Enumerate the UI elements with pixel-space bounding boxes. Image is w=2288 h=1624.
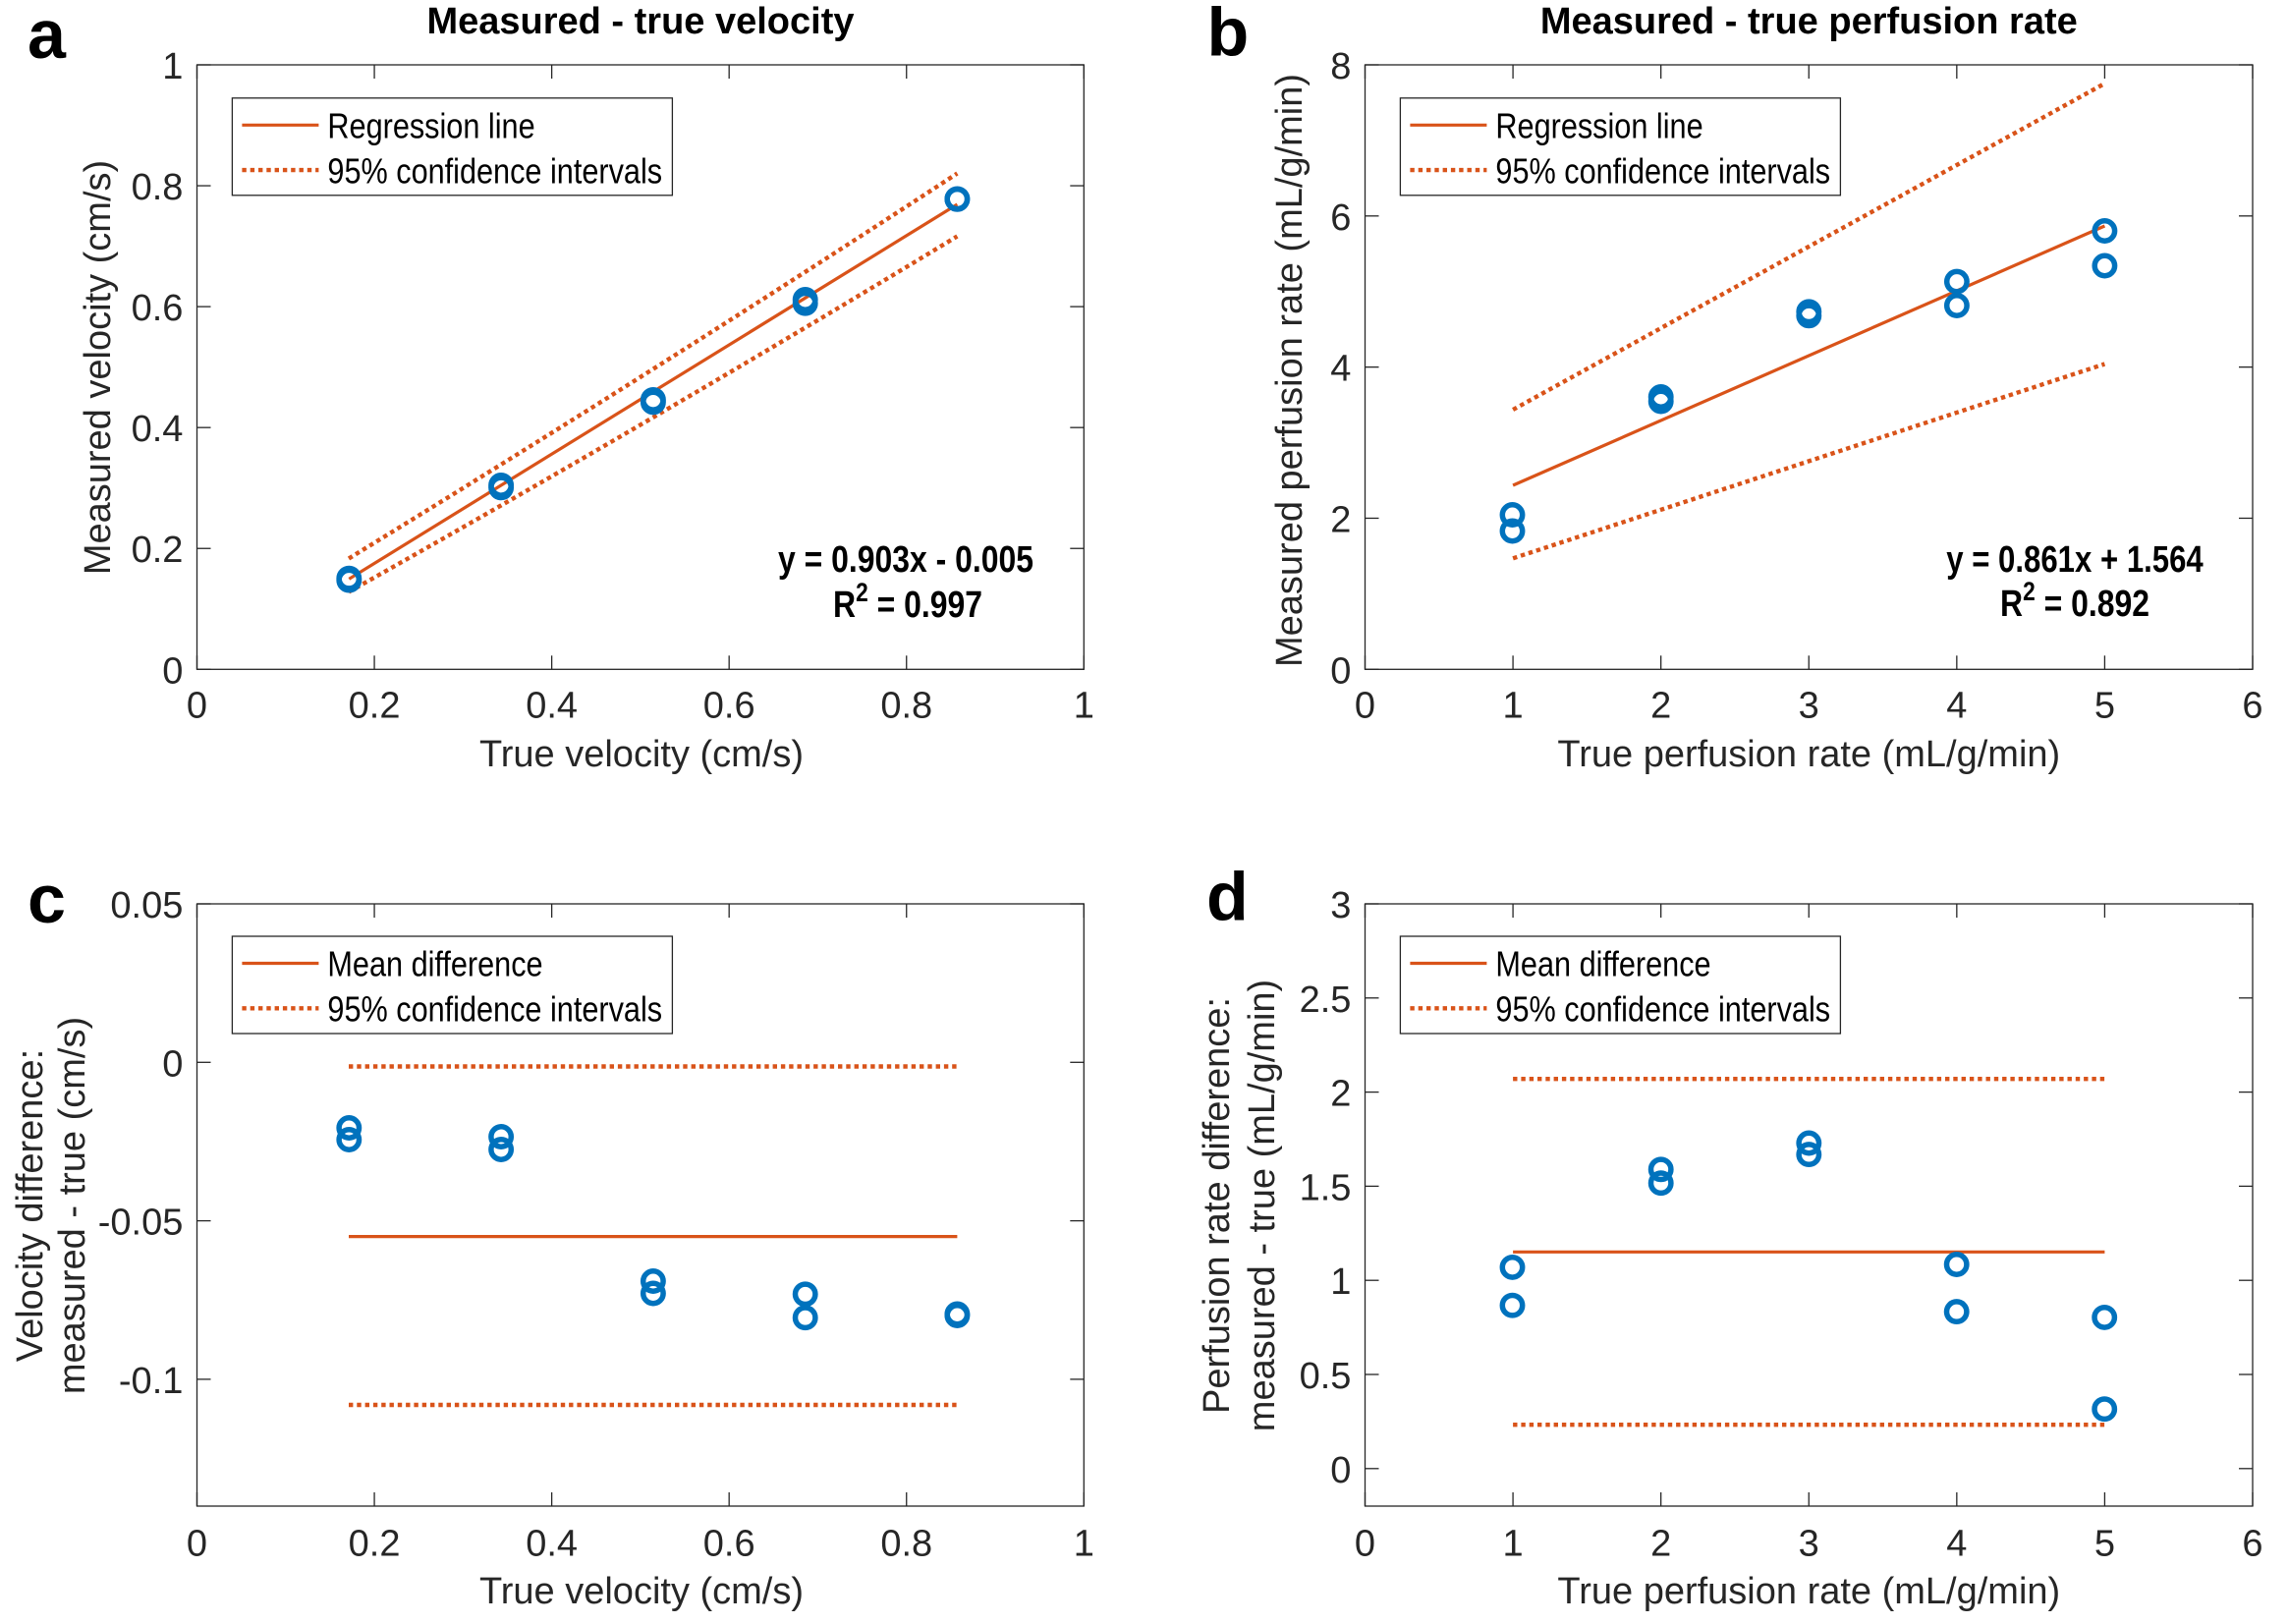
svg-text:y = 0.903x - 0.005: y = 0.903x - 0.005 xyxy=(778,538,1033,580)
svg-text:0: 0 xyxy=(1355,686,1375,727)
svg-text:4: 4 xyxy=(1946,1524,1967,1565)
svg-text:1: 1 xyxy=(1503,1524,1524,1565)
svg-text:2: 2 xyxy=(1330,499,1351,540)
svg-text:0: 0 xyxy=(162,1043,183,1085)
svg-text:b: b xyxy=(1207,0,1250,71)
svg-text:0: 0 xyxy=(1330,1450,1351,1491)
svg-text:Regression line: Regression line xyxy=(327,106,534,146)
svg-text:Perfusion rate difference:: Perfusion rate difference: xyxy=(1197,997,1238,1414)
svg-text:y = 0.861x + 1.564: y = 0.861x + 1.564 xyxy=(1946,539,2204,581)
svg-text:95% confidence intervals: 95% confidence intervals xyxy=(327,151,662,192)
svg-text:0.6: 0.6 xyxy=(703,1524,755,1565)
svg-text:d: d xyxy=(1206,859,1249,935)
svg-text:0.8: 0.8 xyxy=(880,686,932,727)
svg-text:-0.05: -0.05 xyxy=(98,1203,184,1244)
svg-text:0.05: 0.05 xyxy=(110,885,183,926)
svg-text:0.2: 0.2 xyxy=(349,686,401,727)
svg-text:1: 1 xyxy=(1503,686,1524,727)
svg-text:Velocity difference:: Velocity difference: xyxy=(10,1049,51,1362)
svg-text:0.6: 0.6 xyxy=(703,686,755,727)
svg-text:1.5: 1.5 xyxy=(1300,1167,1352,1208)
svg-text:2: 2 xyxy=(1330,1074,1351,1115)
svg-text:Regression line: Regression line xyxy=(1495,106,1702,146)
svg-text:3: 3 xyxy=(1330,885,1351,926)
svg-text:0.6: 0.6 xyxy=(132,288,184,329)
svg-text:5: 5 xyxy=(2094,686,2115,727)
svg-text:4: 4 xyxy=(1330,349,1351,390)
svg-text:0.4: 0.4 xyxy=(132,409,184,450)
svg-text:1: 1 xyxy=(162,46,183,87)
svg-text:0.2: 0.2 xyxy=(132,530,184,571)
svg-text:0.5: 0.5 xyxy=(1300,1356,1352,1397)
svg-text:6: 6 xyxy=(1330,197,1351,239)
svg-text:c: c xyxy=(28,861,66,937)
svg-text:95% confidence intervals: 95% confidence intervals xyxy=(1495,989,1830,1030)
svg-text:Mean difference: Mean difference xyxy=(327,944,542,984)
svg-text:95% confidence intervals: 95% confidence intervals xyxy=(327,989,662,1030)
svg-text:1: 1 xyxy=(1074,686,1094,727)
svg-text:8: 8 xyxy=(1330,46,1351,87)
svg-text:0.8: 0.8 xyxy=(132,167,184,208)
svg-text:True velocity (cm/s): True velocity (cm/s) xyxy=(479,734,804,775)
svg-text:True velocity (cm/s): True velocity (cm/s) xyxy=(479,1571,804,1612)
svg-text:True perfusion rate (mL/g/min): True perfusion rate (mL/g/min) xyxy=(1557,734,2060,775)
svg-text:6: 6 xyxy=(2242,686,2262,727)
svg-text:0.4: 0.4 xyxy=(526,686,578,727)
svg-text:True perfusion rate (mL/g/min): True perfusion rate (mL/g/min) xyxy=(1557,1571,2060,1612)
svg-text:measured - true (mL/g/min): measured - true (mL/g/min) xyxy=(1242,980,1283,1431)
svg-text:2.5: 2.5 xyxy=(1300,980,1352,1021)
svg-text:0: 0 xyxy=(162,650,183,692)
svg-text:2: 2 xyxy=(1650,1524,1671,1565)
svg-text:6: 6 xyxy=(2242,1524,2262,1565)
svg-text:3: 3 xyxy=(1799,686,1819,727)
svg-text:0.4: 0.4 xyxy=(526,1524,578,1565)
svg-text:Measured perfusion rate (mL/g/: Measured perfusion rate (mL/g/min) xyxy=(1269,74,1311,667)
svg-text:R2 = 0.892: R2 = 0.892 xyxy=(2000,577,2149,624)
svg-text:0: 0 xyxy=(187,686,207,727)
svg-text:5: 5 xyxy=(2094,1524,2115,1565)
svg-text:95% confidence intervals: 95% confidence intervals xyxy=(1495,151,1830,192)
svg-text:0.8: 0.8 xyxy=(880,1524,932,1565)
svg-text:3: 3 xyxy=(1799,1524,1819,1565)
svg-text:4: 4 xyxy=(1946,686,1967,727)
svg-text:R2 = 0.997: R2 = 0.997 xyxy=(833,578,982,625)
svg-text:Measured velocity (cm/s): Measured velocity (cm/s) xyxy=(78,160,119,575)
svg-text:0.2: 0.2 xyxy=(349,1524,401,1565)
svg-text:0: 0 xyxy=(187,1524,207,1565)
svg-text:-0.1: -0.1 xyxy=(119,1361,183,1402)
svg-text:Measured - true perfusion rate: Measured - true perfusion rate xyxy=(1540,1,2078,42)
svg-text:2: 2 xyxy=(1650,686,1671,727)
svg-text:1: 1 xyxy=(1330,1261,1351,1303)
svg-text:0: 0 xyxy=(1330,650,1351,692)
svg-text:1: 1 xyxy=(1074,1524,1094,1565)
svg-text:Mean difference: Mean difference xyxy=(1495,944,1710,984)
svg-text:a: a xyxy=(28,0,67,73)
svg-text:Measured - true velocity: Measured - true velocity xyxy=(426,1,854,42)
svg-text:0: 0 xyxy=(1355,1524,1375,1565)
svg-text:measured - true (cm/s): measured - true (cm/s) xyxy=(52,1017,93,1394)
